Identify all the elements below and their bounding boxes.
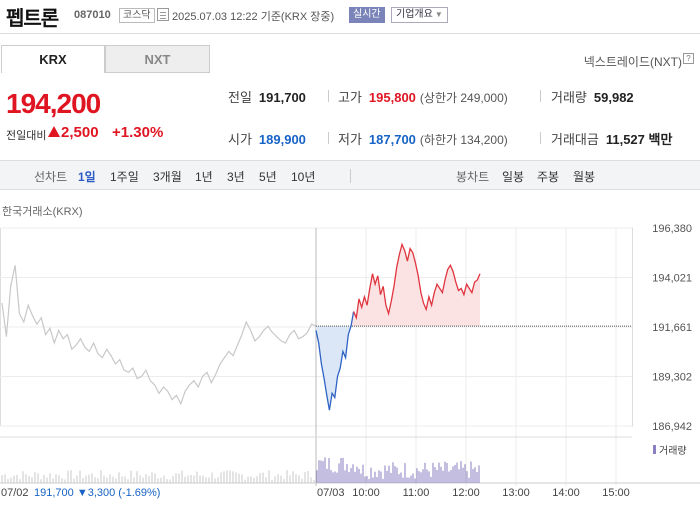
stat-value: 189,900 xyxy=(258,132,306,147)
stat-label: 저가 xyxy=(338,132,362,147)
stat-value: 59,982 xyxy=(593,90,634,105)
x-tick-label: 10:00 xyxy=(352,487,380,499)
stat-value: 195,800 xyxy=(368,90,416,105)
lower-limit: (하한가 134,200) xyxy=(419,133,508,147)
period-3y[interactable]: 3년 xyxy=(227,170,245,184)
x-tick-label: 07/03 xyxy=(317,487,345,499)
y-tick-label: 191,661 xyxy=(652,322,692,334)
divider xyxy=(328,132,329,144)
x-tick-label: 15:00 xyxy=(602,487,630,499)
divider xyxy=(540,132,541,144)
intraday-price-chart[interactable]: 196,380 194,021 191,661 189,302 186,942 거래량 07… xyxy=(0,215,700,515)
candle-weekly[interactable]: 주봉 xyxy=(537,170,560,184)
period-3m[interactable]: 3개월 xyxy=(153,170,182,184)
chevron-down-icon: ▼ xyxy=(434,10,443,19)
x-left-date-label: 07/02 xyxy=(1,487,29,499)
y-tick-label: 194,021 xyxy=(652,273,692,285)
period-1d[interactable]: 1일 xyxy=(78,170,96,184)
candle-chart-label: 봉차트 xyxy=(456,170,490,184)
period-1y[interactable]: 1년 xyxy=(195,170,213,184)
stock-code: 087010 xyxy=(74,9,111,21)
stat-amount: 거래대금 11,527 백만 xyxy=(551,129,672,148)
calendar-icon xyxy=(157,8,169,21)
x-tick-label: 12:00 xyxy=(452,487,480,499)
period-5y[interactable]: 5년 xyxy=(259,170,277,184)
stat-value: 187,700 xyxy=(368,132,416,147)
stat-value: 11,527 백만 xyxy=(605,132,673,147)
stock-header: 펩트론 087010 코스닥 2025.07.03 12:22 기준(KRX 장… xyxy=(0,0,700,34)
company-overview-dropdown[interactable]: 기업개요 ▼ xyxy=(391,7,448,23)
divider xyxy=(328,90,329,102)
stat-low: 저가 187,700 (하한가 134,200) xyxy=(338,129,508,148)
x-tick-label: 11:00 xyxy=(403,487,430,499)
stat-label: 거래량 xyxy=(551,90,587,105)
divider xyxy=(350,169,351,183)
quote-datetime: 2025.07.03 12:22 기준(KRX 장중) xyxy=(172,11,335,23)
y-tick-label: 189,302 xyxy=(652,372,692,384)
stat-open: 시가 189,900 xyxy=(228,129,306,148)
period-1w[interactable]: 1주일 xyxy=(110,170,139,184)
company-overview-label: 기업개요 xyxy=(396,9,433,20)
help-icon[interactable]: ? xyxy=(683,53,694,64)
x-tick-label: 14:00 xyxy=(552,487,580,499)
line-chart-label: 선차트 xyxy=(34,170,68,184)
y-tick-label: 196,380 xyxy=(652,223,692,235)
nextrade-label: 넥스트레이드(NXT) xyxy=(583,55,682,69)
volume-legend-swatch xyxy=(653,445,656,454)
period-10y[interactable]: 10년 xyxy=(291,170,316,184)
candle-monthly[interactable]: 월봉 xyxy=(573,170,596,184)
stat-label: 거래대금 xyxy=(551,132,599,147)
realtime-button[interactable]: 실시간 xyxy=(349,7,385,23)
volume-legend-label: 거래량 xyxy=(659,445,687,457)
up-arrow-icon xyxy=(48,126,60,137)
divider xyxy=(540,90,541,102)
chart-toolbar: 선차트 1일 1주일 3개월 1년 3년 5년 10년 봉차트 일봉 주봉 월봉 xyxy=(0,160,700,190)
stat-label: 고가 xyxy=(338,90,362,105)
stat-label: 전일 xyxy=(228,90,252,105)
series-today-down-line xyxy=(315,311,355,411)
stock-name: 펩트론 xyxy=(6,8,59,30)
x-tick-label: 13:00 xyxy=(502,487,530,499)
series-today-up-line xyxy=(353,242,481,321)
prev-day-summary: 191,700 ▼3,300 (-1.69%) xyxy=(34,487,160,499)
tab-nxt[interactable]: NXT xyxy=(105,45,210,73)
stat-label: 시가 xyxy=(228,132,252,147)
tab-krx[interactable]: KRX xyxy=(1,45,105,73)
market-badge: 코스닥 xyxy=(119,8,155,23)
stat-high: 고가 195,800 (상한가 249,000) xyxy=(338,87,508,106)
stat-prev: 전일 191,700 xyxy=(228,87,306,106)
candle-daily[interactable]: 일봉 xyxy=(502,170,525,184)
exchange-label: 한국거래소(KRX) xyxy=(2,206,83,218)
stat-value: 191,700 xyxy=(258,90,306,105)
upper-limit: (상한가 249,000) xyxy=(419,91,508,105)
current-price: 194,200 xyxy=(6,88,101,119)
change-label: 전일대비 xyxy=(6,130,47,142)
change-percent: +1.30% xyxy=(112,124,164,141)
stat-volume: 거래량 59,982 xyxy=(551,87,634,106)
change-value: 2,500 xyxy=(61,124,99,141)
y-tick-label: 186,942 xyxy=(652,421,692,433)
series-today-up-fill xyxy=(350,244,480,327)
series-prev-day-line xyxy=(1,265,317,406)
